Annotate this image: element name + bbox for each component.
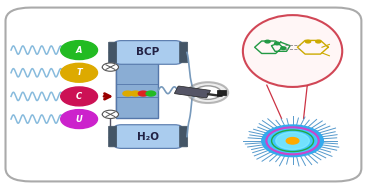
Circle shape: [265, 40, 270, 43]
Circle shape: [195, 86, 221, 99]
Circle shape: [316, 40, 321, 43]
Circle shape: [102, 110, 118, 119]
Circle shape: [102, 63, 118, 71]
Circle shape: [281, 47, 286, 50]
FancyBboxPatch shape: [109, 126, 117, 147]
Circle shape: [305, 40, 311, 43]
Text: T: T: [76, 68, 82, 77]
Text: BCP: BCP: [137, 47, 160, 57]
FancyBboxPatch shape: [116, 62, 158, 118]
Circle shape: [61, 63, 98, 82]
Circle shape: [146, 91, 156, 96]
FancyArrow shape: [207, 94, 223, 96]
Circle shape: [61, 110, 98, 129]
Circle shape: [276, 132, 309, 149]
Text: U: U: [76, 115, 82, 124]
FancyBboxPatch shape: [174, 86, 210, 98]
Circle shape: [268, 128, 317, 153]
Circle shape: [188, 82, 228, 103]
FancyBboxPatch shape: [114, 125, 182, 148]
FancyBboxPatch shape: [180, 126, 188, 147]
Ellipse shape: [243, 15, 342, 87]
Circle shape: [138, 91, 148, 96]
Circle shape: [286, 138, 299, 144]
Circle shape: [123, 91, 132, 96]
Circle shape: [61, 87, 98, 106]
FancyBboxPatch shape: [217, 90, 226, 95]
Circle shape: [275, 42, 280, 45]
FancyBboxPatch shape: [180, 42, 188, 63]
Circle shape: [61, 41, 98, 60]
Circle shape: [131, 91, 140, 96]
Text: T: T: [206, 90, 209, 95]
FancyBboxPatch shape: [109, 42, 117, 63]
Circle shape: [262, 125, 323, 157]
Text: A: A: [76, 46, 82, 55]
Text: C: C: [76, 92, 82, 101]
FancyBboxPatch shape: [114, 41, 182, 64]
FancyBboxPatch shape: [6, 8, 361, 181]
Text: H₂O: H₂O: [137, 132, 159, 142]
